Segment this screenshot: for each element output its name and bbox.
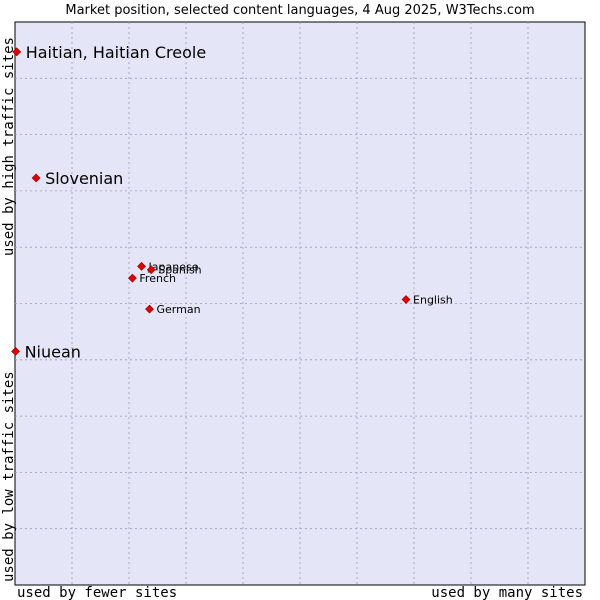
grid-lines	[15, 22, 585, 585]
data-point-marker[interactable]	[137, 261, 146, 271]
data-point-label: Japanese	[148, 260, 199, 273]
data-point-group: German	[145, 303, 201, 316]
data-point-group: Spanish	[146, 264, 202, 277]
data-point-marker[interactable]	[12, 47, 22, 57]
data-point-marker[interactable]	[145, 304, 154, 314]
data-point-marker[interactable]	[127, 273, 137, 283]
data-point-group: Haitian, Haitian Creole	[12, 43, 206, 62]
data-point-label: French	[139, 272, 176, 285]
y-axis-label-high: used by high traffic sites	[1, 37, 17, 256]
data-point-group: English	[401, 294, 453, 307]
data-point-marker[interactable]	[31, 173, 41, 183]
data-point-marker[interactable]	[401, 295, 411, 304]
chart-title: Market position, selected content langua…	[65, 3, 534, 18]
data-point-group: Niuean	[11, 342, 81, 361]
data-point-marker[interactable]	[11, 346, 20, 356]
data-point-group: Japanese	[137, 260, 199, 273]
data-point-group: French	[127, 272, 176, 285]
y-axis-label-low: used by low traffic sites	[1, 371, 17, 582]
x-axis-label-low: used by fewer sites	[17, 585, 177, 600]
data-point-marker[interactable]	[146, 265, 156, 275]
data-point-label: Niuean	[25, 342, 81, 361]
x-axis-label-high: used by many sites	[431, 585, 583, 600]
data-point-label: Slovenian	[45, 169, 123, 188]
data-point-label: English	[413, 294, 453, 307]
data-point-group: Slovenian	[31, 169, 123, 188]
data-point-label: Haitian, Haitian Creole	[26, 43, 206, 62]
data-point-label: German	[157, 303, 201, 316]
data-points: Haitian, Haitian Creole Slovenian Niuean Ja…	[11, 43, 453, 361]
data-point-label: Spanish	[158, 264, 201, 277]
